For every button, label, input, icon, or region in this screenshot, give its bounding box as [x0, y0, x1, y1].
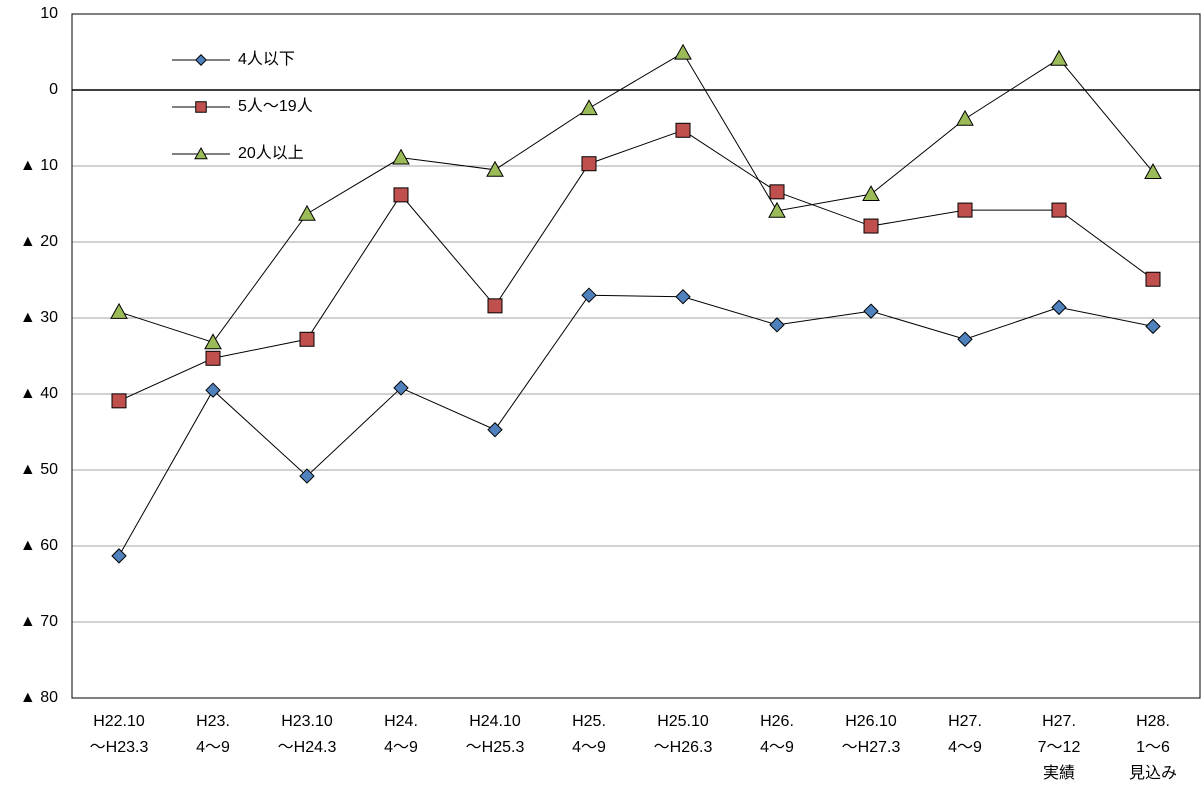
x-tick-label-line: H24. — [384, 713, 418, 730]
x-tick-label-line: ～H26.3 — [654, 739, 713, 756]
plot-area — [72, 14, 1200, 698]
marker — [581, 156, 597, 172]
x-tick-label-line: H27. — [948, 713, 982, 730]
x-tick-label-line: H22.10 — [93, 713, 145, 730]
legend-label: 5人～19人 — [238, 97, 313, 115]
x-tick-label-line: 4～9 — [572, 739, 606, 756]
x-tick-label: H25.10 ～H26.3 — [654, 713, 713, 756]
x-tick-label-line: 4～9 — [760, 739, 794, 756]
marker — [1145, 318, 1161, 335]
x-tick-label-line: H26. — [760, 713, 794, 730]
marker — [111, 393, 127, 409]
marker — [1144, 163, 1162, 179]
x-tick-label-line: 実績 — [1043, 764, 1075, 782]
legend-label: 4人以下 — [238, 50, 295, 68]
x-tick-label-line: 4～9 — [948, 739, 982, 756]
x-tick-label: H23.10 ～H24.3 — [278, 713, 337, 756]
series-line — [118, 52, 1154, 343]
x-tick-label-line: 4～9 — [384, 739, 418, 756]
y-tick-label: ▲ 30 — [20, 309, 58, 326]
y-tick-label: ▲ 20 — [20, 233, 58, 250]
marker — [675, 122, 691, 138]
x-tick-label-line: 1～6 — [1136, 739, 1170, 756]
x-tick-label-line: ～H25.3 — [466, 739, 525, 756]
marker — [205, 350, 221, 366]
x-tick-label-line: 見込み — [1129, 764, 1177, 782]
marker — [392, 148, 410, 165]
marker — [195, 101, 207, 113]
x-tick-label-line: H25.10 — [657, 713, 709, 730]
marker — [205, 382, 221, 398]
legend-label: 20人以上 — [238, 144, 304, 162]
marker — [487, 298, 503, 314]
marker — [110, 302, 128, 319]
marker — [111, 548, 127, 564]
x-tick-label: H24. 4～9 — [384, 713, 418, 756]
series-line — [118, 129, 1154, 402]
marker — [674, 43, 692, 60]
x-tick-label: H27. 4～9 — [948, 713, 982, 756]
marker — [1050, 49, 1068, 66]
y-tick-label: ▲ 60 — [20, 537, 58, 554]
x-tick-label: H22.10 ～H23.3 — [90, 713, 149, 756]
x-tick-label: H25. 4～9 — [572, 713, 606, 756]
marker — [393, 187, 409, 203]
y-tick-label: 0 — [49, 81, 58, 98]
x-tick-label-line: H24.10 — [469, 713, 521, 730]
series-line — [118, 294, 1154, 557]
marker — [862, 185, 880, 202]
y-tick-label: ▲ 50 — [20, 461, 58, 478]
marker — [769, 184, 785, 200]
y-tick-label: ▲ 80 — [20, 689, 58, 706]
x-tick-label-line: ～H23.3 — [90, 739, 149, 756]
x-tick-label-line: ～H24.3 — [278, 739, 337, 756]
marker — [298, 204, 316, 221]
marker — [299, 331, 315, 347]
marker — [1051, 202, 1067, 218]
marker — [393, 380, 409, 396]
y-tick-label: ▲ 10 — [20, 157, 58, 174]
marker — [1145, 271, 1161, 287]
x-tick-label-line: H27. — [1042, 713, 1076, 730]
plot-frame — [71, 13, 1201, 699]
marker — [195, 54, 207, 66]
x-tick-label: H26.10 ～H27.3 — [842, 713, 901, 756]
x-tick-label: H27. 7～12 実績 — [1038, 713, 1081, 782]
marker — [1051, 299, 1067, 316]
x-tick-label: H23. 4～9 — [196, 713, 230, 756]
marker — [769, 317, 785, 333]
y-tick-label: ▲ 40 — [20, 385, 58, 402]
marker — [194, 146, 208, 160]
marker — [487, 422, 503, 438]
marker — [957, 202, 973, 218]
marker — [675, 289, 691, 305]
x-tick-label-line: H25. — [572, 713, 606, 730]
x-tick-label-line: H26.10 — [845, 713, 897, 730]
marker — [768, 201, 786, 218]
marker — [580, 99, 598, 116]
x-tick-label-line: ～H27.3 — [842, 739, 901, 756]
marker — [486, 160, 504, 177]
marker — [299, 468, 315, 484]
y-tick-label: 10 — [40, 5, 58, 22]
marker — [204, 333, 222, 350]
marker — [863, 218, 879, 234]
marker — [863, 303, 879, 319]
y-tick-label: ▲ 70 — [20, 613, 58, 630]
x-tick-label: H26. 4～9 — [760, 713, 794, 756]
marker — [957, 331, 973, 347]
x-tick-label: H24.10 ～H25.3 — [466, 713, 525, 756]
x-tick-label-line: 4～9 — [196, 739, 230, 756]
x-tick-label-line: H23.10 — [281, 713, 333, 730]
x-tick-label-line: H23. — [196, 713, 230, 730]
marker — [956, 109, 974, 126]
x-tick-label-line: 7～12 — [1038, 739, 1081, 756]
marker — [581, 287, 597, 303]
x-tick-label-line: H28. — [1136, 713, 1170, 730]
x-tick-label: H28. 1～6 見込み — [1129, 713, 1177, 782]
